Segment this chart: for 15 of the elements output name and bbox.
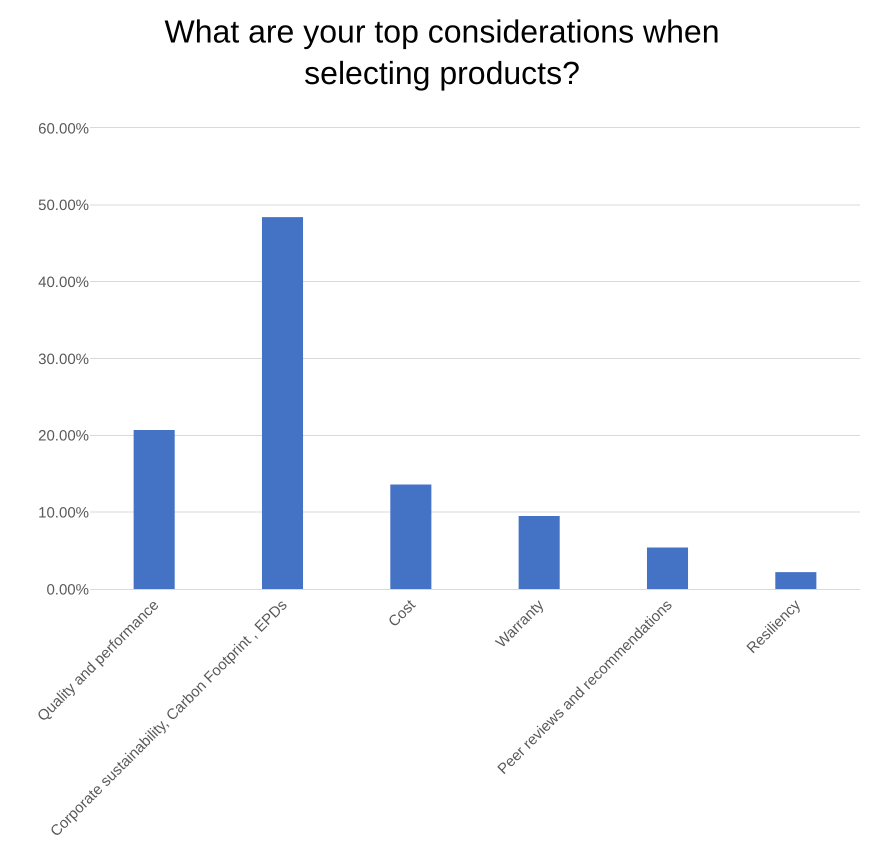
x-tick-label: Cost <box>385 596 420 630</box>
chart-title: What are your top considerations when selecting products? <box>164 14 720 92</box>
bar <box>390 484 432 589</box>
bar <box>262 217 304 589</box>
bar <box>646 548 688 589</box>
bar <box>775 572 816 589</box>
y-tick-label: 50.00% <box>38 197 89 214</box>
y-tick-label: 20.00% <box>38 428 89 445</box>
y-tick-label: 0.00% <box>46 581 89 598</box>
y-tick-label: 30.00% <box>38 350 89 368</box>
bar <box>518 516 560 589</box>
y-tick-label: 40.00% <box>38 274 89 291</box>
y-tick-label: 10.00% <box>38 504 89 522</box>
y-tick-label: 60.00% <box>38 120 89 138</box>
bar <box>134 430 175 589</box>
